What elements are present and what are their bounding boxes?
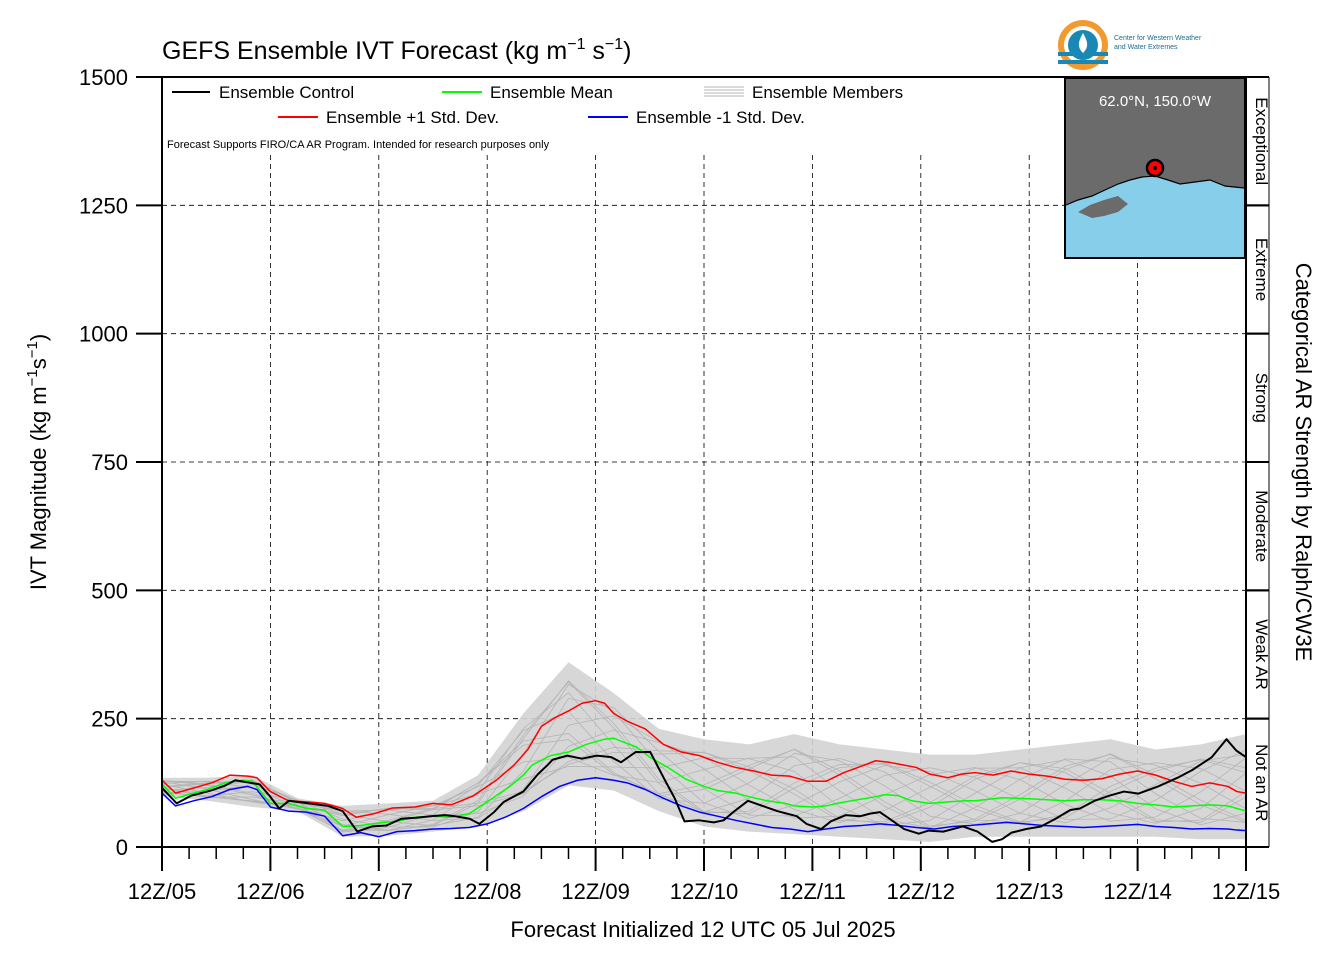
inset-location-label: 62.0°N, 150.0°W xyxy=(1099,93,1212,110)
x-tick-label: 12Z/13 xyxy=(995,879,1064,904)
logo-line2: and Water Extremes xyxy=(1114,44,1178,51)
legend-members-label: Ensemble Members xyxy=(752,83,903,102)
inset-peninsula xyxy=(1078,196,1128,218)
control-line xyxy=(161,738,1247,843)
legend: Ensemble Control Ensemble Mean Ensemble … xyxy=(167,83,903,151)
y-tick-label: 1000 xyxy=(79,322,128,347)
inset-coastline xyxy=(1065,175,1245,206)
category-label: Strong xyxy=(1252,373,1271,423)
y-tick-label: 1250 xyxy=(79,193,128,218)
x-tick-label: 12Z/08 xyxy=(453,879,522,904)
x-tick-label: 12Z/06 xyxy=(236,879,305,904)
research-note: Forecast Supports FIRO/CA AR Program. In… xyxy=(167,139,550,151)
y-tick-label: 250 xyxy=(91,707,128,732)
axes: 0 250 500 750 1000 1250 1500 12Z/05 12Z/06 12Z/07… xyxy=(79,65,1280,904)
mean-line xyxy=(161,737,1247,828)
x-tick-label: 12Z/11 xyxy=(779,879,846,904)
location-marker-dot xyxy=(1153,166,1157,170)
inset-map: 62.0°N, 150.0°W xyxy=(1064,77,1246,259)
x-tick-label: 12Z/05 xyxy=(128,879,197,904)
y-axis-label: IVT Magnitude (kg m−1s−1) xyxy=(24,334,51,590)
x-tick-label: 12Z/15 xyxy=(1212,879,1281,904)
category-label: Weak AR xyxy=(1252,619,1271,690)
y-tick-label: 1500 xyxy=(79,65,128,90)
category-label: Extreme xyxy=(1252,238,1271,301)
inset-ocean xyxy=(1066,176,1244,257)
cw3e-logo: Center for Western Weather and Water Ext… xyxy=(1058,20,1202,70)
legend-minus-label: Ensemble -1 Std. Dev. xyxy=(636,108,805,127)
category-label: Exceptional xyxy=(1252,97,1271,185)
category-label: Moderate xyxy=(1252,490,1271,562)
x-tick-label: 12Z/09 xyxy=(561,879,630,904)
x-tick-label: 12Z/07 xyxy=(345,879,414,904)
plus-std-line xyxy=(161,699,1247,818)
y-tick-label: 500 xyxy=(91,578,128,603)
data-layer xyxy=(161,662,1247,843)
minus-std-line xyxy=(161,776,1247,838)
ensemble-member-line xyxy=(161,751,1247,825)
x-tick-label: 12Z/14 xyxy=(1103,879,1172,904)
ensemble-member-line xyxy=(161,680,1247,831)
legend-plus-label: Ensemble +1 Std. Dev. xyxy=(326,108,499,127)
y-tick-label: 750 xyxy=(91,450,128,475)
x-tick-label: 12Z/12 xyxy=(887,879,956,904)
legend-members-swatch xyxy=(704,86,744,97)
ensemble-member-line xyxy=(161,733,1247,832)
right-axis-label: Categorical AR Strength by Ralph/CW3E xyxy=(1291,263,1316,662)
category-axis: Not an AR Weak AR Moderate Strong Extreme Exc… xyxy=(1246,76,1271,848)
legend-control-label: Ensemble Control xyxy=(219,83,354,102)
ensemble-member-line xyxy=(161,710,1247,833)
inset-frame xyxy=(1064,77,1246,259)
x-tick-label: 12Z/10 xyxy=(670,879,739,904)
logo-line1: Center for Western Weather xyxy=(1114,35,1202,42)
legend-mean-label: Ensemble Mean xyxy=(490,83,613,102)
ensemble-member-line xyxy=(161,683,1247,828)
y-tick-label: 0 xyxy=(116,835,128,860)
ensemble-member-line xyxy=(161,697,1247,827)
x-axis-label: Forecast Initialized 12 UTC 05 Jul 2025 xyxy=(510,917,895,942)
chart-title: GEFS Ensemble IVT Forecast (kg m−1 s−1) xyxy=(162,36,632,65)
category-label: Not an AR xyxy=(1252,744,1271,822)
